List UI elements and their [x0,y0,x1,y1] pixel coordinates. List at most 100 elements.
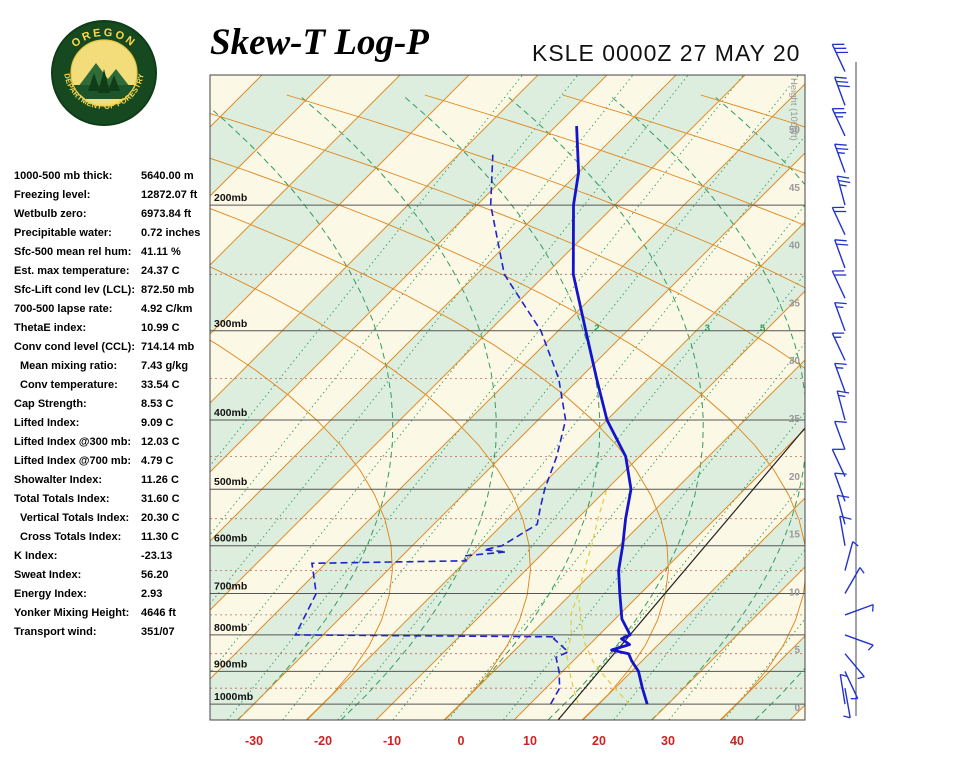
index-label: Conv cond level (CCL): [14,341,136,353]
page-title: Skew-T Log-P [210,22,429,63]
index-value: 24.37 C [141,265,180,277]
moist-adiabats [210,94,805,720]
index-row: K Index: -23.13 [14,547,209,566]
svg-text:5: 5 [760,323,766,334]
index-value: 9.09 C [141,417,174,429]
wind-barbs [831,43,874,719]
temp-axis-labels: -30 -20 -10 0 10 20 30 40 [245,734,744,748]
index-value: 5640.00 m [141,170,194,182]
svg-text:15: 15 [789,530,801,541]
index-row: 700-500 lapse rate: 4.92 C/km [14,300,209,319]
index-label: ThetaE index: [14,322,87,334]
index-value: 11.26 C [141,474,179,486]
index-row: Est. max temperature: 24.37 C [14,262,209,281]
index-label: Conv temperature: [20,379,118,391]
mixing-ratio-labels: 2 3 5 [594,323,766,334]
index-value: -23.13 [141,550,173,562]
index-value: 714.14 mb [141,341,195,353]
index-label: Sfc-Lift cond lev (LCL): [14,284,135,296]
index-label: Total Totals Index: [14,493,110,505]
index-label: Est. max temperature: [14,265,130,277]
index-value: 31.60 C [141,493,180,505]
index-row: Mean mixing ratio: 7.43 g/kg [14,357,209,376]
svg-text:700mb: 700mb [214,581,247,593]
index-row: Precipitable water: 0.72 inches [14,224,209,243]
svg-text:5: 5 [794,645,800,656]
index-row: Cap Strength: 8.53 C [14,395,209,414]
index-label: Cross Totals Index: [20,531,122,543]
index-row: Energy Index: 2.93 [14,585,209,604]
index-label: Lifted Index @700 mb: [14,455,132,467]
index-row: Yonker Mixing Height: 4646 ft [14,604,209,623]
svg-text:2: 2 [594,323,599,334]
svg-text:40: 40 [730,734,744,748]
svg-text:600mb: 600mb [214,533,247,545]
index-label: Yonker Mixing Height: [14,607,130,619]
logo-trees [88,69,120,93]
svg-text:3: 3 [705,323,710,334]
index-row: Lifted Index: 9.09 C [14,414,209,433]
index-value: 4.92 C/km [141,303,193,315]
index-value: 6973.84 ft [141,208,192,220]
index-label: Lifted Index @300 mb: [14,436,132,448]
reference-line [557,427,805,720]
plot-border [209,74,806,721]
dewpoint-trace [294,154,570,705]
index-value: 56.20 [141,569,169,581]
index-row: Lifted Index @300 mb: 12.03 C [14,433,209,452]
svg-text:20: 20 [592,734,606,748]
index-label: Showalter Index: [14,474,103,486]
index-value: 12.03 C [141,436,180,448]
index-value: 4.79 C [141,455,174,467]
svg-text:0: 0 [458,734,465,748]
index-value: 12872.07 ft [141,189,198,201]
index-row: Sfc-500 mean rel hum: 41.11 % [14,243,209,262]
index-label: Sfc-500 mean rel hum: [14,246,132,258]
index-row: 1000-500 mb thick: 5640.00 m [14,167,209,186]
pressure-labels: 200mb 300mb 400mb 500mb 600mb 700mb 800mb 900mb… [214,192,253,703]
svg-text:800mb: 800mb [214,622,247,634]
svg-text:20: 20 [789,472,801,483]
odf-logo: OREGON DEPARTMENT OF FORESTRY [51,20,157,126]
svg-text:25: 25 [789,414,801,425]
index-row: ThetaE index: 10.99 C [14,319,209,338]
index-row: Showalter Index: 11.26 C [14,471,209,490]
isobars [210,204,805,705]
index-label: K Index: [14,550,58,562]
svg-text:-10: -10 [383,734,401,748]
parcel-trace [578,599,630,705]
svg-text:500mb: 500mb [214,476,247,488]
svg-text:400mb: 400mb [214,407,247,419]
index-row: Transport wind: 351/07 [14,623,209,642]
plot-area [210,75,805,720]
index-value: 20.30 C [141,512,180,524]
index-value: 8.53 C [141,398,174,410]
index-label: Energy Index: [14,588,87,600]
index-value: 351/07 [141,626,175,638]
index-label: Transport wind: [14,626,97,638]
index-label: Vertical Totals Index: [20,512,130,524]
index-label: 700-500 lapse rate: [14,303,113,315]
svg-text:30: 30 [661,734,675,748]
index-value: 2.93 [141,588,163,600]
index-row: Conv cond level (CCL): 714.14 mb [14,338,209,357]
index-value: 0.72 inches [141,227,201,239]
svg-text:45: 45 [789,183,801,194]
indices-panel: 1000-500 mb thick: 5640.00 m Freezing leve… [14,167,209,642]
svg-text:-30: -30 [245,734,263,748]
svg-text:900mb: 900mb [214,658,247,670]
svg-text:0: 0 [794,703,800,714]
index-label: Freezing level: [14,189,91,201]
index-label: Precipitable water: [14,227,112,239]
svg-text:1000mb: 1000mb [214,691,253,703]
index-label: Mean mixing ratio: [20,360,118,372]
index-row: Cross Totals Index: 11.30 C [14,528,209,547]
svg-text:10: 10 [523,734,537,748]
index-value: 4646 ft [141,607,176,619]
wetbulb-trace [565,489,608,705]
svg-text:50: 50 [789,125,801,136]
minor-isobars [210,273,805,689]
